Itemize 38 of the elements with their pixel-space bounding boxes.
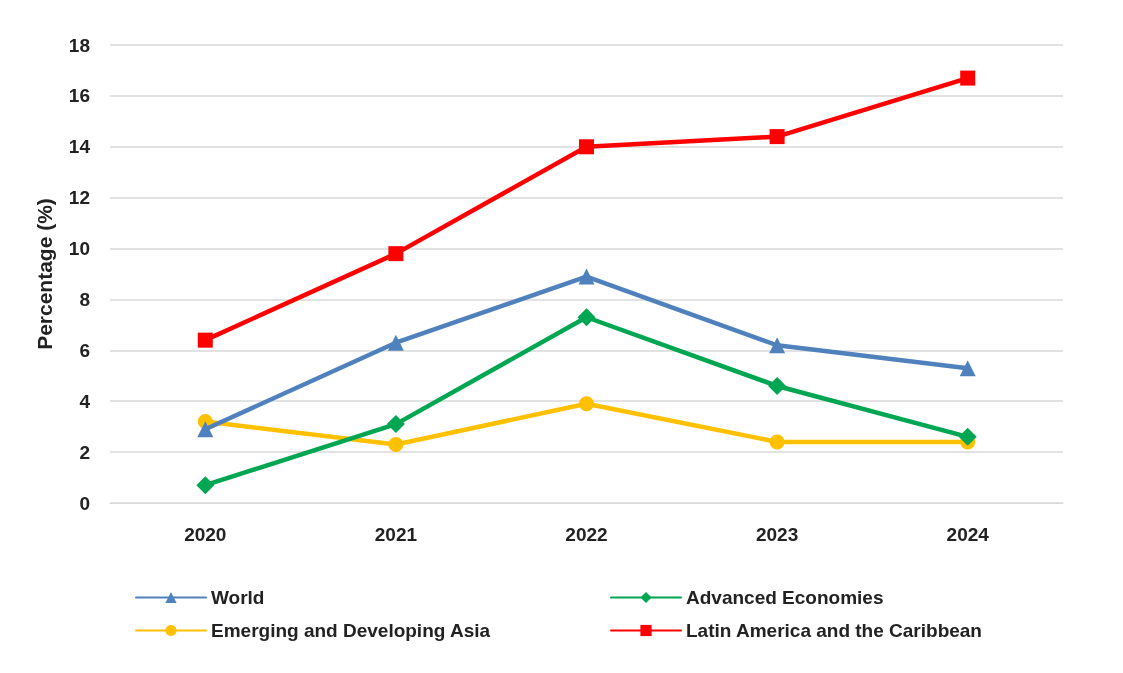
y-tick-label: 0 [79,492,90,514]
point [196,476,215,495]
y-tick-label: 10 [68,238,90,260]
legend-label: World [211,587,265,608]
point [577,308,596,327]
x-tick-label: 2024 [946,524,990,545]
y-tick-label: 12 [68,187,90,209]
point [386,415,405,434]
y-tick-label: 14 [68,136,91,158]
y-tick-label: 2 [79,441,90,463]
y-tick-label: 8 [79,288,90,310]
point [769,434,785,450]
point [579,396,594,412]
legend-label: Advanced Economies [686,587,884,608]
y-tick-label: 18 [68,34,90,56]
point [768,376,787,395]
point [388,436,404,452]
point [197,421,214,438]
y-tick-label: 4 [79,390,91,412]
x-tick-label: 2022 [565,524,608,545]
point [769,129,785,145]
point [387,334,404,351]
x-tick-label: 2023 [755,524,799,545]
legend-label: Emerging and Developing Asia [211,620,491,641]
point [579,139,594,155]
point [960,70,976,86]
point [578,268,595,285]
y-tick-label: 16 [68,85,90,107]
point [959,360,976,377]
point [388,246,404,262]
point [769,337,786,354]
point [958,427,977,446]
legend-label: Latin America and the Caribbean [686,620,982,641]
y-tick-label: 6 [79,339,90,361]
y-axis-title: Percentage (%) [33,198,56,350]
point [197,332,213,348]
x-tick-label: 2020 [184,524,227,545]
x-tick-label: 2021 [374,524,418,545]
